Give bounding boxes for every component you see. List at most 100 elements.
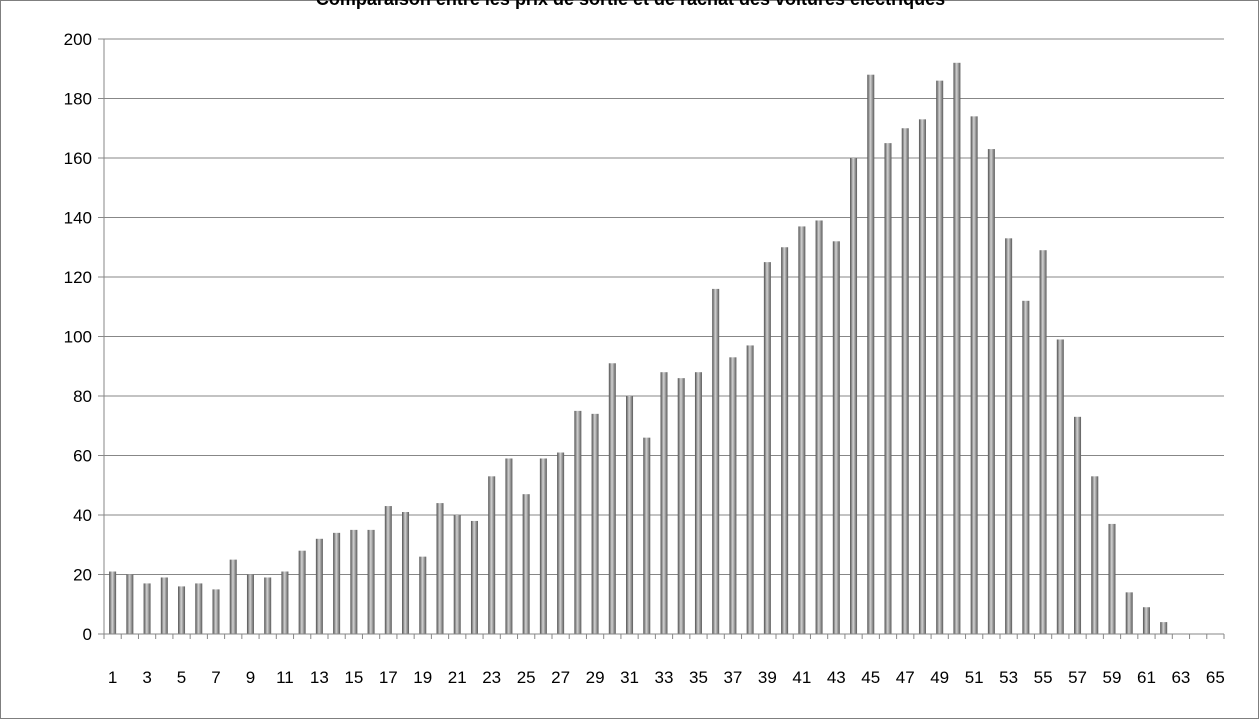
x-tick-label: 63 (1171, 668, 1190, 687)
x-tick-label: 35 (689, 668, 708, 687)
bar-39 (763, 262, 771, 635)
bar-45 (867, 74, 875, 634)
bar-60 (1125, 592, 1133, 634)
x-tick-label: 7 (211, 668, 220, 687)
x-tick-label: 5 (177, 668, 186, 687)
bar-54 (1022, 300, 1030, 634)
y-tick-label: 180 (64, 90, 92, 109)
bar-56 (1056, 339, 1064, 634)
chart-title: Comparaison entre les prix de sortie et … (1, 0, 1259, 10)
bar-25 (522, 494, 530, 634)
x-tick-label: 15 (344, 668, 363, 687)
bar-17 (384, 506, 392, 634)
x-tick-label: 65 (1206, 668, 1225, 687)
bar-62 (1160, 622, 1168, 634)
x-tick-label: 55 (1034, 668, 1053, 687)
x-tick-label: 13 (310, 668, 329, 687)
x-tick-label: 49 (930, 668, 949, 687)
x-tick-label: 57 (1068, 668, 1087, 687)
bars (109, 62, 1168, 635)
x-tick-label: 3 (142, 668, 151, 687)
bar-61 (1142, 607, 1150, 634)
bar-14 (333, 532, 341, 634)
x-tick-label: 61 (1137, 668, 1156, 687)
x-tick-label: 41 (792, 668, 811, 687)
bar-33 (660, 372, 668, 634)
x-tick-label: 19 (413, 668, 432, 687)
bar-7 (212, 589, 220, 635)
bar-46 (884, 143, 892, 635)
bar-9 (246, 574, 254, 634)
axes (98, 38, 1225, 639)
y-tick-label: 60 (73, 447, 92, 466)
bar-59 (1108, 523, 1116, 634)
x-tick-label: 43 (827, 668, 846, 687)
x-tick-label: 29 (586, 668, 605, 687)
bar-28 (574, 410, 582, 635)
y-tick-label: 120 (64, 268, 92, 287)
bar-24 (505, 458, 513, 634)
bar-19 (419, 556, 427, 634)
bar-38 (746, 345, 754, 634)
y-tick-label: 20 (73, 566, 92, 585)
bar-3 (143, 583, 151, 634)
bar-36 (712, 288, 720, 634)
bar-10 (264, 577, 272, 634)
y-tick-label: 100 (64, 328, 92, 347)
y-tick-label: 200 (64, 30, 92, 49)
bar-43 (832, 241, 840, 635)
bar-49 (936, 80, 944, 634)
bar-34 (677, 378, 685, 634)
bar-12 (298, 550, 306, 634)
x-tick-label: 25 (517, 668, 536, 687)
bar-8 (229, 559, 237, 635)
bar-48 (918, 119, 926, 634)
bar-13 (315, 538, 323, 634)
bar-15 (350, 529, 358, 635)
bar-57 (1074, 416, 1082, 634)
bar-53 (1005, 238, 1013, 634)
x-tick-label: 21 (448, 668, 467, 687)
x-tick-label: 1 (108, 668, 117, 687)
y-tick-label: 160 (64, 149, 92, 168)
bar-30 (608, 363, 616, 634)
x-tick-label: 31 (620, 668, 639, 687)
bar-26 (539, 458, 547, 634)
y-tick-label: 40 (73, 506, 92, 525)
x-tick-label: 39 (758, 668, 777, 687)
bar-2 (126, 574, 134, 634)
bar-47 (901, 128, 909, 634)
bar-52 (987, 149, 995, 634)
y-tick-label: 80 (73, 387, 92, 406)
bar-41 (798, 226, 806, 635)
bar-27 (557, 452, 565, 634)
gridlines (104, 38, 1224, 575)
bar-58 (1091, 476, 1099, 634)
bar-21 (453, 515, 461, 634)
bar-37 (729, 357, 737, 634)
x-tick-label: 17 (379, 668, 398, 687)
x-tick-label: 27 (551, 668, 570, 687)
bar-42 (815, 220, 823, 635)
bar-1 (109, 571, 117, 634)
x-tick-label: 23 (482, 668, 501, 687)
bar-55 (1039, 250, 1047, 634)
bar-32 (643, 437, 651, 634)
bar-40 (781, 247, 789, 634)
bar-18 (402, 512, 410, 634)
bar-4 (160, 577, 168, 634)
x-tick-label: 37 (723, 668, 742, 687)
x-tick-label: 33 (655, 668, 674, 687)
bar-51 (970, 116, 978, 635)
x-tick-label: 11 (276, 668, 294, 687)
x-tick-label: 9 (246, 668, 255, 687)
x-tick-label: 51 (965, 668, 984, 687)
x-tick-label: 47 (896, 668, 915, 687)
bar-20 (436, 503, 444, 634)
bar-50 (953, 62, 961, 635)
y-tick-label: 0 (83, 625, 92, 644)
x-tick-label: 53 (999, 668, 1018, 687)
